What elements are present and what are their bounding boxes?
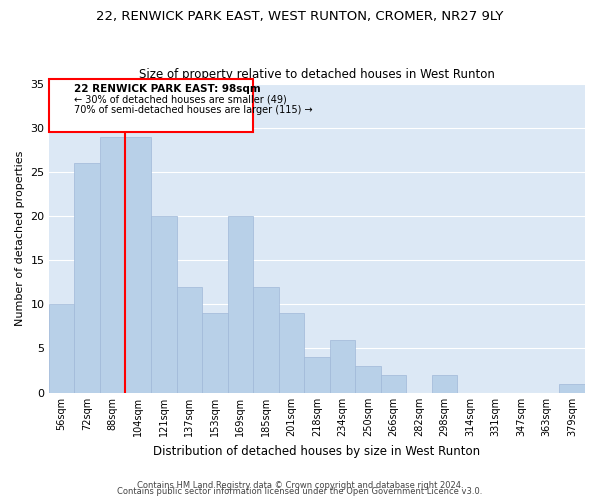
Bar — [49, 304, 74, 392]
Text: Contains HM Land Registry data © Crown copyright and database right 2024.: Contains HM Land Registry data © Crown c… — [137, 481, 463, 490]
X-axis label: Distribution of detached houses by size in West Runton: Distribution of detached houses by size … — [154, 444, 481, 458]
Bar — [381, 375, 406, 392]
Bar — [329, 340, 355, 392]
Text: 22 RENWICK PARK EAST: 98sqm: 22 RENWICK PARK EAST: 98sqm — [74, 84, 261, 94]
Bar — [74, 163, 100, 392]
Bar — [355, 366, 381, 392]
Bar — [253, 286, 278, 393]
Bar — [278, 313, 304, 392]
Bar — [432, 375, 457, 392]
Text: 70% of semi-detached houses are larger (115) →: 70% of semi-detached houses are larger (… — [74, 104, 313, 115]
Bar — [202, 313, 227, 392]
Bar — [49, 79, 253, 132]
Text: ← 30% of detached houses are smaller (49): ← 30% of detached houses are smaller (49… — [74, 94, 287, 104]
Bar — [559, 384, 585, 392]
Text: 22, RENWICK PARK EAST, WEST RUNTON, CROMER, NR27 9LY: 22, RENWICK PARK EAST, WEST RUNTON, CROM… — [97, 10, 503, 23]
Y-axis label: Number of detached properties: Number of detached properties — [15, 150, 25, 326]
Title: Size of property relative to detached houses in West Runton: Size of property relative to detached ho… — [139, 68, 495, 81]
Bar — [304, 358, 329, 392]
Bar — [176, 286, 202, 393]
Text: Contains public sector information licensed under the Open Government Licence v3: Contains public sector information licen… — [118, 487, 482, 496]
Bar — [100, 136, 125, 392]
Bar — [125, 136, 151, 392]
Bar — [227, 216, 253, 392]
Bar — [151, 216, 176, 392]
